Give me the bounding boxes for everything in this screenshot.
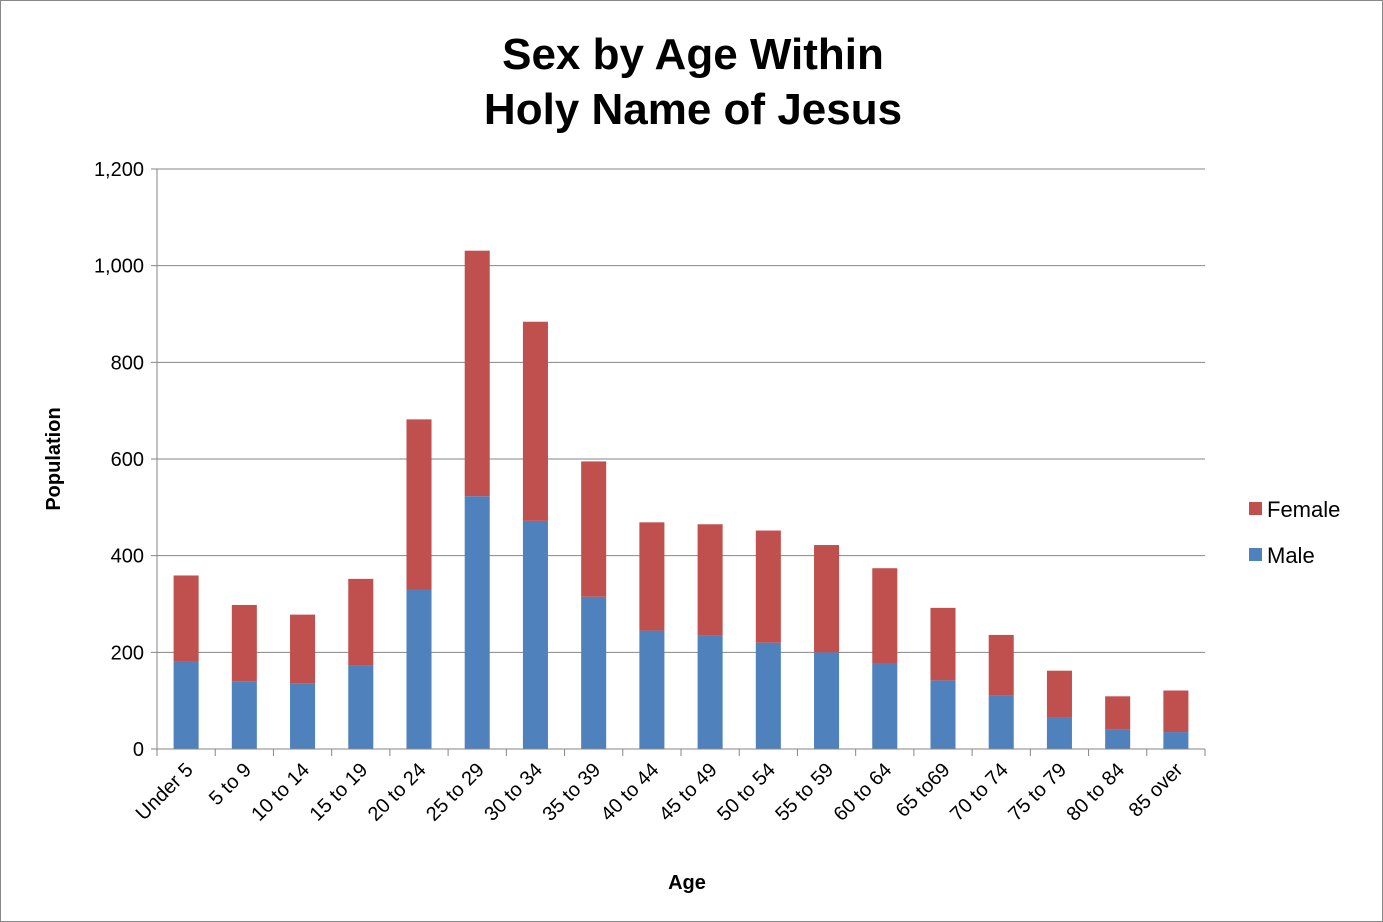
bar-male-7 [581,596,607,749]
bar-female-12 [872,568,898,664]
bar-male-14 [988,695,1014,749]
bar-male-3 [348,665,374,749]
bar-female-9 [697,524,723,636]
bar-male-8 [639,630,665,749]
x-tick-label: 55 to 59 [771,759,838,826]
x-tick-label: 75 to 79 [1004,759,1071,826]
y-tick-labels: 0 200 400 600 800 1,000 1,200 [94,159,144,761]
x-tick-label: 60 to 64 [830,759,897,826]
legend-label-male: Male [1267,543,1315,568]
bar-female-4 [406,419,432,590]
y-tick-label: 200 [111,642,144,664]
legend-swatch-female [1249,502,1262,515]
x-axis-title: Age [668,872,706,894]
x-tick-label: 35 to 39 [539,759,606,826]
x-tick-label: 80 to 84 [1063,759,1130,826]
axes [151,168,1206,756]
bar-female-16 [1105,696,1131,730]
x-tick-label: 45 to 49 [655,759,722,826]
bar-male-6 [522,520,548,749]
bar-female-6 [522,321,548,521]
x-tick-label: 70 to 74 [946,759,1013,826]
bar-male-5 [464,496,490,749]
legend-swatch-male [1249,548,1262,561]
y-axis-title: Population [43,407,65,510]
x-tick-label: 85 over [1125,759,1188,822]
bar-female-0 [173,575,199,662]
bar-female-17 [1163,690,1189,733]
y-tick-label: 0 [133,739,144,761]
x-tick-label: 25 to 29 [422,759,489,826]
bar-male-13 [930,680,956,749]
chart-title: Sex by Age Within Holy Name of Jesus [484,30,902,134]
bar-male-4 [406,589,432,749]
y-tick-label: 1,200 [94,159,144,181]
x-tick-label: 30 to 34 [480,759,547,826]
bar-male-12 [872,663,898,749]
y-tick-label: 1,000 [94,256,144,278]
gridlines [157,168,1205,653]
legend-label-female: Female [1267,497,1340,522]
bar-female-11 [814,545,840,653]
x-tick-label: 40 to 44 [597,759,664,826]
x-tick-label: 65 to69 [892,759,955,822]
bar-female-7 [581,461,607,597]
bar-female-15 [1046,670,1072,718]
y-tick-label: 800 [111,352,144,374]
y-tick-label: 600 [111,449,144,471]
bar-male-9 [697,635,723,749]
x-tick-label: 15 to 19 [306,759,373,826]
chart-title-line-1: Sex by Age Within [502,30,884,79]
x-tick-label: Under 5 [132,759,198,825]
x-tick-label: 10 to 14 [247,759,314,826]
legend: Female Male [1249,497,1340,568]
bar-male-1 [231,681,257,749]
bar-female-1 [231,604,257,682]
bar-female-3 [348,578,374,666]
x-tick-label: 20 to 24 [364,759,431,826]
bar-male-2 [290,683,316,749]
x-tick-label: 5 to 9 [205,759,256,810]
chart-title-line-2: Holy Name of Jesus [484,85,902,134]
bar-male-10 [755,642,781,749]
bar-female-13 [930,607,956,681]
bar-female-2 [290,614,316,684]
bars [173,250,1189,749]
bar-male-16 [1105,729,1131,749]
bar-male-17 [1163,732,1189,749]
bar-female-10 [755,530,781,643]
bar-female-5 [464,250,490,497]
bar-male-15 [1046,717,1072,749]
bar-female-14 [988,634,1014,696]
bar-male-11 [814,652,840,749]
bar-female-8 [639,522,665,631]
bar-male-0 [173,661,199,749]
x-tick-label: 50 to 54 [713,759,780,826]
y-tick-label: 400 [111,546,144,568]
